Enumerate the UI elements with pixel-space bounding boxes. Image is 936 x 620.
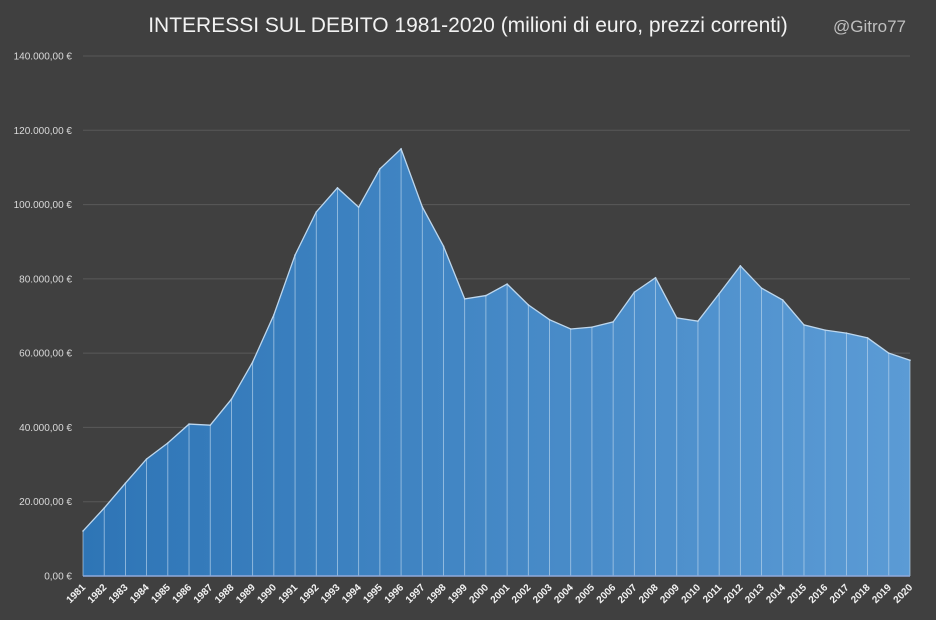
data-point xyxy=(887,352,890,354)
data-point xyxy=(209,424,212,427)
y-tick-label: 80.000,00 € xyxy=(19,274,72,285)
area-fill xyxy=(83,148,910,576)
data-point xyxy=(845,332,848,334)
x-tick-label: 1984 xyxy=(128,582,152,606)
data-point xyxy=(824,329,826,331)
data-point xyxy=(527,304,530,306)
data-point xyxy=(463,298,466,300)
chart-title: INTERESSI SUL DEBITO 1981-2020 (milioni … xyxy=(148,14,788,37)
data-point xyxy=(167,442,169,444)
data-point xyxy=(315,211,318,213)
x-tick-label: 1986 xyxy=(171,582,195,606)
x-tick-label: 2019 xyxy=(870,582,894,606)
data-point xyxy=(336,187,339,189)
data-point xyxy=(357,206,360,208)
y-tick-label: 100.000,00 € xyxy=(14,200,73,211)
data-point xyxy=(569,328,572,330)
x-tick-label: 1992 xyxy=(298,582,322,606)
x-tick-label: 2009 xyxy=(658,582,682,606)
series-line xyxy=(82,147,911,532)
data-point xyxy=(82,530,84,532)
x-tick-label: 1989 xyxy=(234,582,258,606)
x-tick-label: 2015 xyxy=(786,582,810,606)
x-tick-label: 1999 xyxy=(446,582,470,606)
data-point xyxy=(273,314,275,316)
data-point xyxy=(294,254,296,256)
y-tick-label: 20.000,00 € xyxy=(19,497,72,508)
x-tick-label: 2005 xyxy=(574,582,598,606)
x-tick-label: 1985 xyxy=(149,582,173,606)
x-tick-label: 1996 xyxy=(383,582,407,606)
x-tick-label: 1991 xyxy=(277,582,301,606)
x-tick-label: 2004 xyxy=(552,582,576,606)
data-point xyxy=(421,206,424,208)
data-point xyxy=(612,321,614,323)
x-tick-label: 1994 xyxy=(340,582,364,606)
data-point xyxy=(506,283,508,285)
data-point xyxy=(188,423,190,425)
x-tick-label: 2010 xyxy=(680,582,704,606)
data-point xyxy=(760,287,763,289)
data-point xyxy=(591,326,593,328)
x-tick-label: 1995 xyxy=(361,582,385,606)
x-tick-label: 2000 xyxy=(468,582,492,606)
x-tick-label: 1997 xyxy=(404,582,428,606)
x-tick-label: 1990 xyxy=(255,582,279,606)
x-tick-label: 2013 xyxy=(743,582,767,606)
data-point xyxy=(803,324,805,326)
data-point xyxy=(230,398,233,401)
data-point xyxy=(400,148,402,150)
x-tick-label: 1982 xyxy=(86,582,110,606)
author-credit: @Gitro77 xyxy=(832,17,906,36)
x-tick-label: 1993 xyxy=(319,582,343,606)
x-tick-label: 2012 xyxy=(722,582,746,606)
x-tick-label: 2002 xyxy=(510,582,534,606)
data-point xyxy=(654,276,657,279)
data-point xyxy=(103,507,106,509)
x-tick-label: 2020 xyxy=(892,582,916,606)
data-point xyxy=(379,168,381,170)
data-point xyxy=(485,294,487,297)
data-point xyxy=(739,265,742,267)
data-point xyxy=(548,318,551,321)
x-tick-label: 2007 xyxy=(616,582,640,606)
x-tick-label: 2011 xyxy=(701,582,724,605)
data-point xyxy=(909,359,911,362)
data-point xyxy=(718,292,720,295)
data-point xyxy=(251,361,254,363)
x-tick-label: 1987 xyxy=(192,582,216,606)
x-tick-label: 1988 xyxy=(213,582,237,606)
data-point xyxy=(145,458,148,460)
x-tick-label: 2001 xyxy=(489,582,513,606)
x-tick-label: 1998 xyxy=(425,582,449,606)
y-tick-label: 140.000,00 € xyxy=(14,52,73,63)
x-tick-label: 2016 xyxy=(807,582,831,606)
x-tick-label: 2017 xyxy=(828,582,852,606)
x-tick-label: 2018 xyxy=(849,582,873,606)
y-tick-label: 40.000,00 € xyxy=(19,423,72,434)
x-tick-label: 1981 xyxy=(65,582,89,606)
x-tick-label: 2008 xyxy=(637,582,661,606)
y-tick-label: 0,00 € xyxy=(44,572,72,583)
x-tick-label: 1983 xyxy=(107,582,131,606)
data-point xyxy=(124,482,127,484)
x-tick-label: 2003 xyxy=(531,582,555,606)
data-point xyxy=(866,337,869,339)
data-point xyxy=(442,245,445,247)
data-point xyxy=(697,320,699,323)
y-tick-label: 60.000,00 € xyxy=(19,349,72,360)
y-tick-label: 120.000,00 € xyxy=(14,126,73,137)
data-point xyxy=(781,299,784,301)
x-tick-label: 2006 xyxy=(595,582,619,606)
data-point xyxy=(675,317,678,319)
data-point xyxy=(633,291,636,294)
x-tick-label: 2014 xyxy=(764,582,788,606)
